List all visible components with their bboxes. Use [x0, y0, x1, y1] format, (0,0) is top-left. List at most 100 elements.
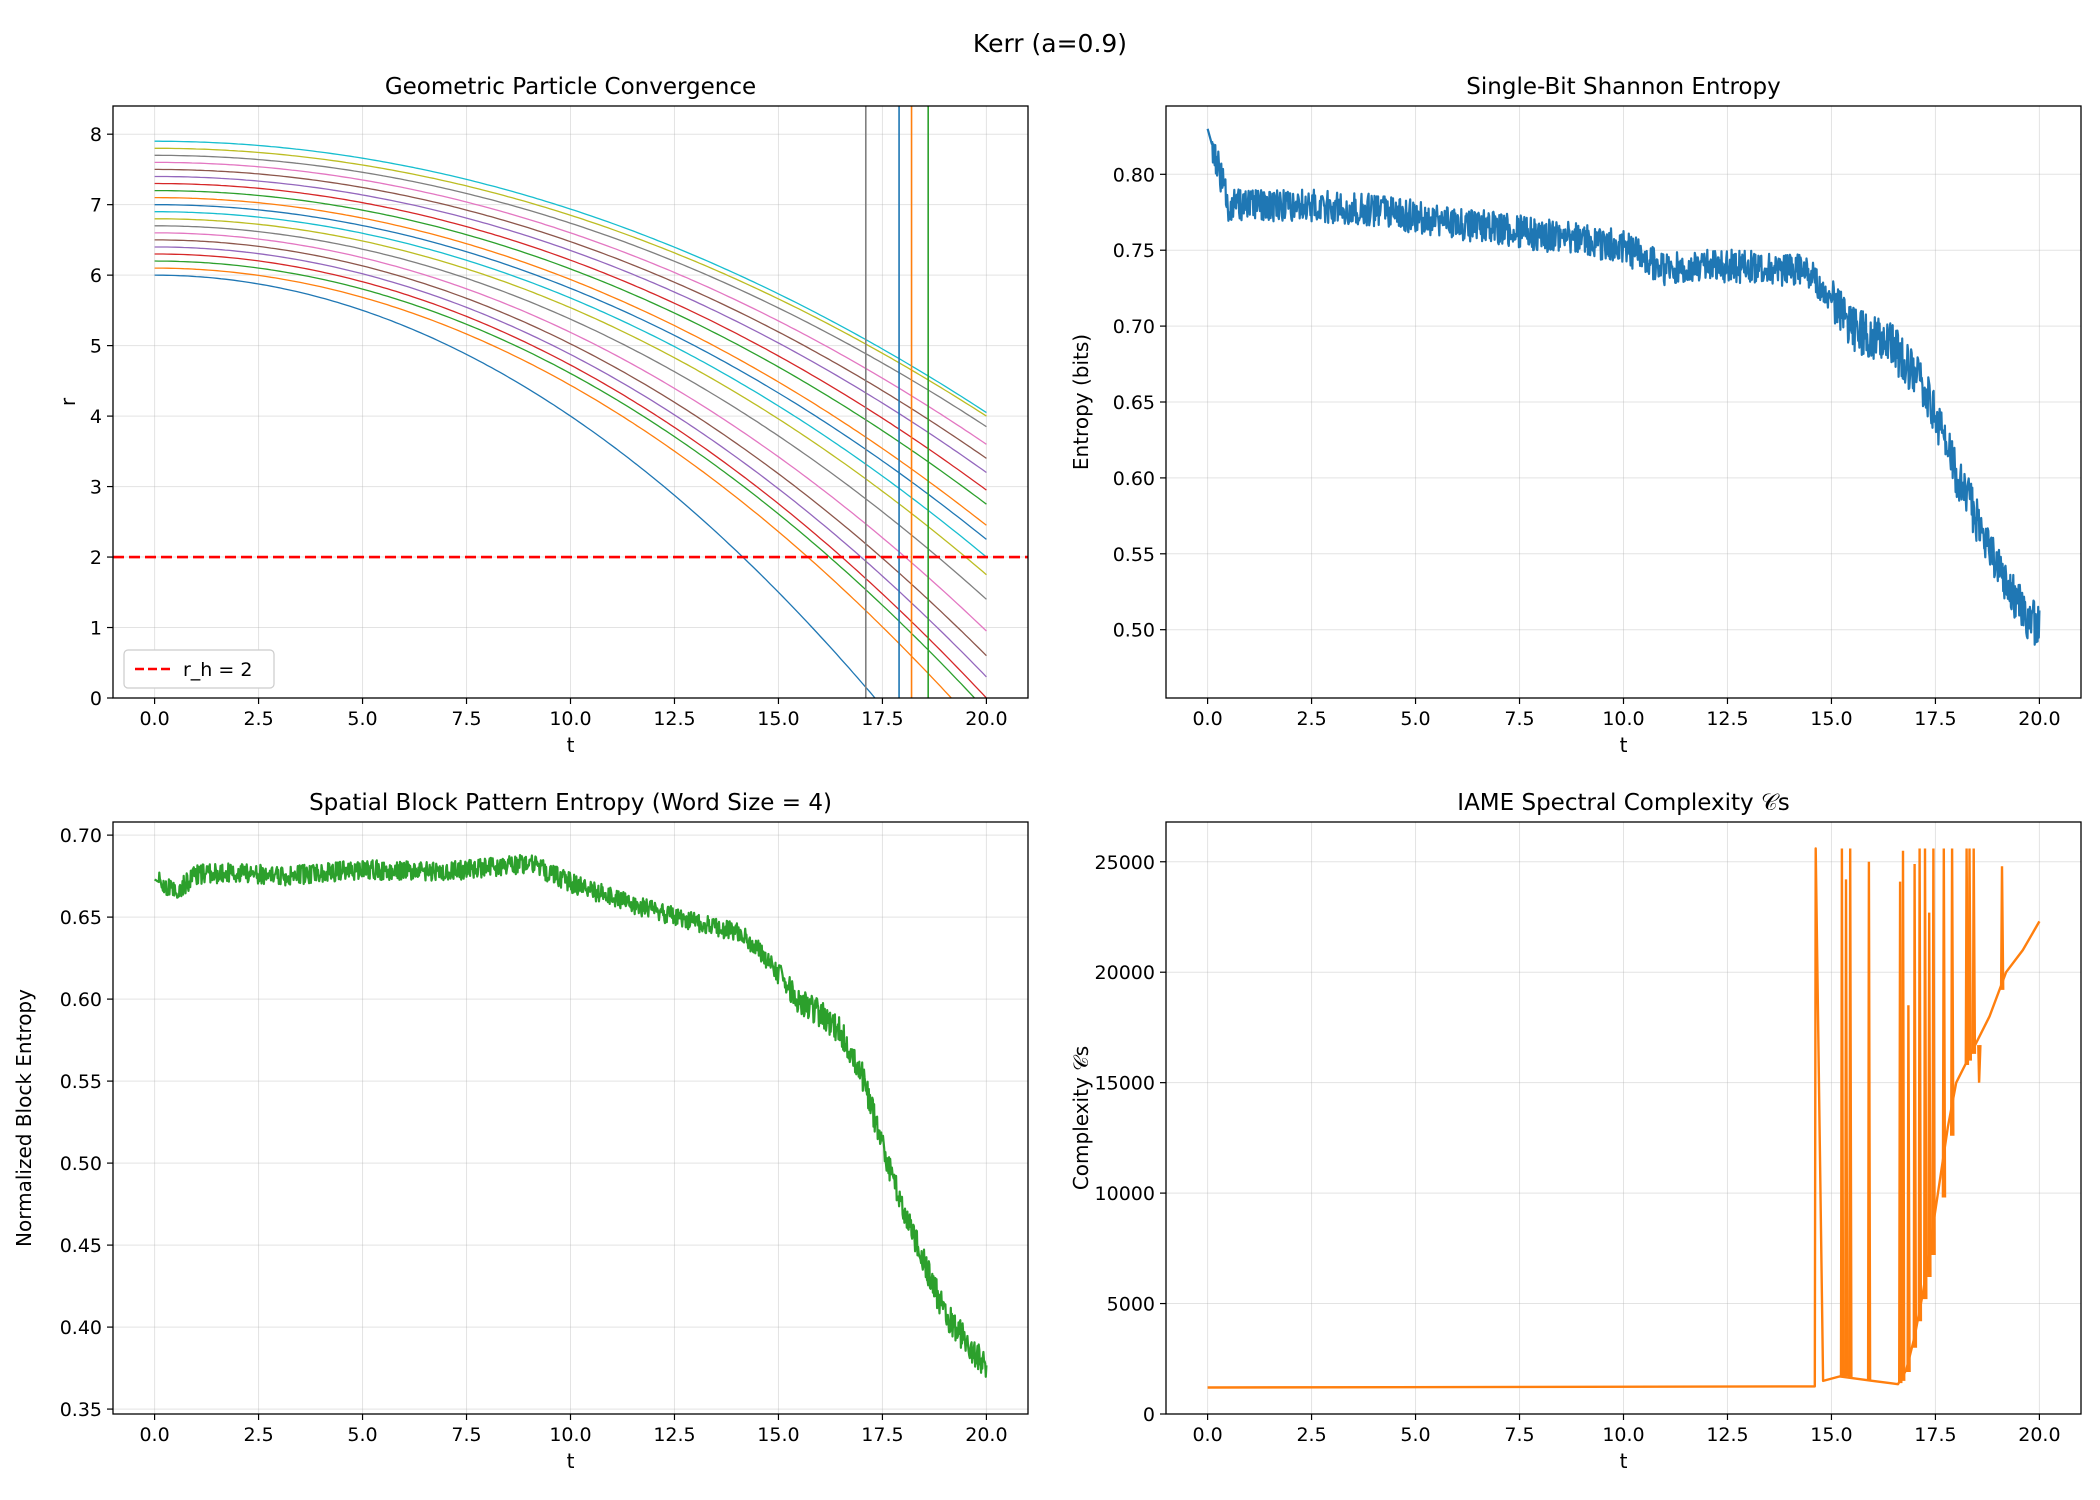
y-tick-label: 0.65 — [1113, 392, 1155, 414]
y-tick-label: 0.80 — [1113, 164, 1155, 186]
y-axis-label: Normalized Block Entropy — [12, 989, 36, 1247]
geodesic-line — [154, 218, 987, 576]
geodesic-line — [154, 274, 876, 698]
y-tick-label: 7 — [90, 195, 102, 217]
complexity-spike — [1917, 848, 1923, 1322]
y-tick-label: 0.70 — [1113, 316, 1155, 338]
x-tick-label: 12.5 — [1706, 708, 1748, 730]
legend: r_h = 2 — [123, 649, 275, 689]
panel-shannon-entropy: 0.0 2.5 5.0 7.5 10.0 12.5 15.0 17.5 20.0 0.50 0.55… — [1069, 74, 2082, 757]
y-tick-label: 5000 — [1107, 1294, 1155, 1316]
gridlines — [113, 822, 1028, 1414]
y-tick-label: 8 — [90, 124, 102, 146]
x-axis-label: t — [567, 1449, 575, 1473]
y-tick-label: 25000 — [1095, 852, 1155, 874]
complexity-spike — [1941, 848, 1947, 1198]
y-tick-label: 4 — [90, 406, 102, 428]
panel-block-entropy: 0.0 2.5 5.0 7.5 10.0 12.5 15.0 17.5 20.0 0.35 0.40… — [12, 790, 1029, 1473]
geodesic-line — [154, 232, 987, 632]
geodesic-line — [154, 161, 987, 445]
axes-frame — [112, 105, 1029, 699]
geodesic-line — [154, 154, 987, 428]
x-tick-label: 5.0 — [347, 1424, 377, 1446]
geodesic-line — [154, 147, 987, 417]
y-tick-label: 0.50 — [60, 1153, 102, 1175]
y-tick-label: 3 — [90, 477, 102, 499]
x-tick-label: 12.5 — [653, 708, 695, 730]
y-tick-label: 0.55 — [1113, 544, 1155, 566]
panel-title: Geometric Particle Convergence — [385, 74, 756, 100]
x-tick-label: 0.0 — [139, 1424, 169, 1446]
x-tick-label: 10.0 — [1602, 708, 1644, 730]
x-tick-label: 12.5 — [653, 1424, 695, 1446]
x-tick-label: 5.0 — [1400, 708, 1430, 730]
y-tick-label: 0.45 — [60, 1235, 102, 1257]
y-tick-label: 0.40 — [60, 1317, 102, 1339]
geodesic-line — [154, 175, 987, 474]
y-axis-label: Complexity 𝒞s — [1069, 1046, 1093, 1190]
geodesic-line — [154, 225, 987, 600]
x-tick-label: 17.5 — [1914, 1424, 1956, 1446]
complexity-spike — [1977, 1045, 1982, 1083]
y-tick-label: 10000 — [1095, 1183, 1155, 1205]
legend-box — [123, 649, 275, 689]
x-tick-label: 20.0 — [965, 1424, 1007, 1446]
plot-area — [153, 853, 988, 1378]
x-tick-label: 7.5 — [1504, 708, 1534, 730]
complexity-spike — [1848, 848, 1853, 1378]
x-axis-label: t — [1620, 1449, 1628, 1473]
y-tick-label: 0.70 — [60, 825, 102, 847]
y-tick-label: 0.55 — [60, 1071, 102, 1093]
x-tick-label: 20.0 — [2018, 1424, 2060, 1446]
x-tick-label: 20.0 — [965, 708, 1007, 730]
entropy-line — [1206, 128, 2041, 646]
complexity-spike — [1999, 866, 2005, 990]
geodesic-line — [154, 253, 987, 698]
y-tick-label: 2 — [90, 547, 102, 569]
x-tick-label: 0.0 — [1192, 1424, 1222, 1446]
plot-area — [1206, 128, 2041, 646]
plot-area — [1207, 847, 2041, 1389]
y-tick-label: 6 — [90, 265, 102, 287]
axes-frame — [1165, 821, 2082, 1415]
legend-label: r_h = 2 — [183, 659, 252, 681]
panel-title: IAME Spectral Complexity 𝒞s — [1457, 790, 1789, 816]
complexity-spike — [1866, 861, 1872, 1380]
x-tick-label: 10.0 — [549, 1424, 591, 1446]
x-tick-label: 20.0 — [2018, 708, 2060, 730]
y-axis-label: Entropy (bits) — [1069, 334, 1093, 470]
geodesic-line — [154, 211, 987, 558]
complexity-spike — [1931, 848, 1936, 1256]
complexity-spike — [1843, 879, 1849, 1377]
complexity-spike — [1900, 850, 1906, 1381]
x-tick-label: 15.0 — [757, 708, 799, 730]
y-tick-label: 0.65 — [60, 907, 102, 929]
x-tick-label: 10.0 — [1602, 1424, 1644, 1446]
plot-area — [113, 106, 1028, 698]
x-axis-label: t — [1620, 733, 1628, 757]
x-tick-label: 17.5 — [861, 1424, 903, 1446]
complexity-spike — [1897, 881, 1903, 1384]
x-tick-label: 17.5 — [861, 708, 903, 730]
complexity-spike — [1964, 848, 1970, 1066]
complexity-spike — [1912, 863, 1918, 1348]
panel-title: Single-Bit Shannon Entropy — [1466, 74, 1780, 100]
y-axis-label: r — [56, 397, 80, 406]
x-tick-label: 5.0 — [1400, 1424, 1430, 1446]
x-tick-label: 7.5 — [1504, 1424, 1534, 1446]
geodesic-line — [154, 140, 987, 414]
x-tick-label: 15.0 — [1810, 708, 1852, 730]
geodesic-line — [154, 168, 987, 459]
y-tick-label: 0 — [90, 688, 102, 710]
x-tick-label: 15.0 — [1810, 1424, 1852, 1446]
x-tick-label: 17.5 — [1914, 708, 1956, 730]
entropy-line — [153, 853, 988, 1378]
axes-frame — [112, 821, 1029, 1415]
geodesic-line — [154, 246, 987, 678]
y-tick-label: 0.60 — [1113, 468, 1155, 490]
x-tick-label: 12.5 — [1706, 1424, 1748, 1446]
figure-title: Kerr (a=0.9) — [973, 29, 1127, 58]
axes-frame — [1165, 105, 2082, 699]
